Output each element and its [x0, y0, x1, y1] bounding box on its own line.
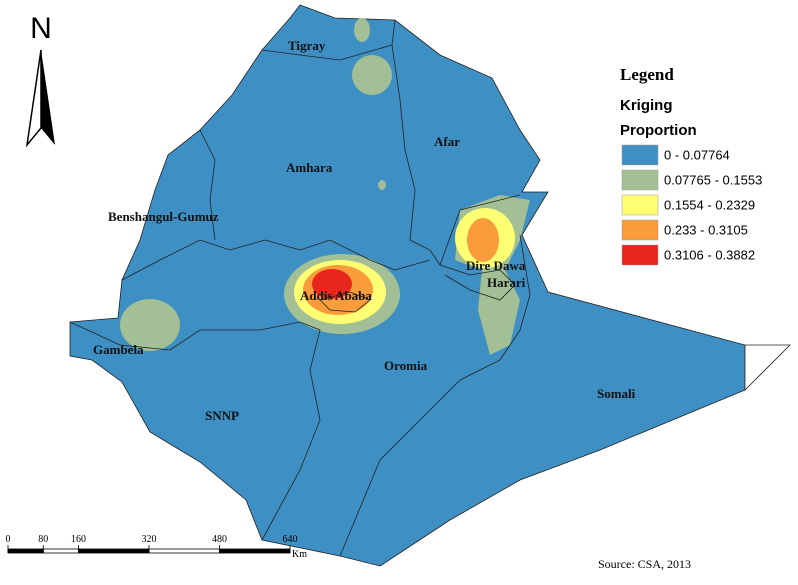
region-label: Tigray [288, 38, 326, 53]
border [69, 321, 321, 541]
scale-segment [42, 548, 79, 554]
border [391, 44, 521, 266]
scale-segment [78, 548, 150, 554]
border [319, 291, 371, 313]
region-label: Gambela [93, 342, 144, 357]
scale-unit: Km [292, 549, 307, 560]
region-label: Dire Dawa [466, 258, 526, 273]
legend-field: Proportion [620, 122, 697, 139]
north-arrow [25, 49, 42, 148]
region-label: Harari [487, 275, 526, 290]
border [199, 129, 216, 241]
patch [378, 180, 386, 190]
patch [352, 55, 392, 95]
region-label: SNNP [205, 408, 239, 423]
legend-method: Kriging [620, 97, 673, 114]
scale-label: 640 [283, 534, 298, 545]
north-arrow [41, 50, 55, 145]
legend-label: 0.3106 - 0.3882 [664, 247, 755, 262]
patch [467, 218, 499, 262]
region-label: Amhara [286, 160, 333, 175]
legend-label: 0.07765 - 0.1553 [664, 172, 762, 187]
region-label: Addis Ababa [300, 288, 372, 303]
north-label: N [30, 12, 52, 45]
border [121, 239, 431, 281]
scale-label: 160 [71, 534, 86, 545]
legend-title: Legend [620, 65, 674, 84]
scale-label: 480 [212, 534, 227, 545]
region-label: Somali [597, 386, 636, 401]
border [339, 234, 531, 557]
source: Source: CSA, 2013 [598, 557, 691, 571]
scale-label: 320 [142, 534, 157, 545]
patch [312, 269, 352, 299]
legend-label: 0.233 - 0.3105 [664, 222, 748, 237]
legend-swatch [621, 219, 659, 241]
outside-area [744, 344, 791, 391]
legend-swatch [621, 194, 659, 216]
region-label: Benshangul-Gumuz [108, 209, 219, 224]
region-label: Oromia [384, 358, 428, 373]
legend-label: 0 - 0.07764 [664, 147, 730, 162]
scale-segment [148, 548, 220, 554]
country [69, 4, 746, 567]
legend-label: 0.1554 - 0.2329 [664, 197, 755, 212]
region-label: Afar [434, 134, 460, 149]
scale-label: 80 [38, 534, 48, 545]
patch [120, 299, 180, 351]
legend-swatch [621, 144, 659, 166]
scale-label: 0 [6, 534, 11, 545]
legend-swatch [621, 169, 659, 191]
border [261, 19, 396, 61]
scale-segment [7, 548, 44, 554]
border [439, 264, 516, 301]
patch [354, 18, 370, 42]
scale-segment [219, 548, 291, 554]
legend-swatch [621, 244, 659, 266]
